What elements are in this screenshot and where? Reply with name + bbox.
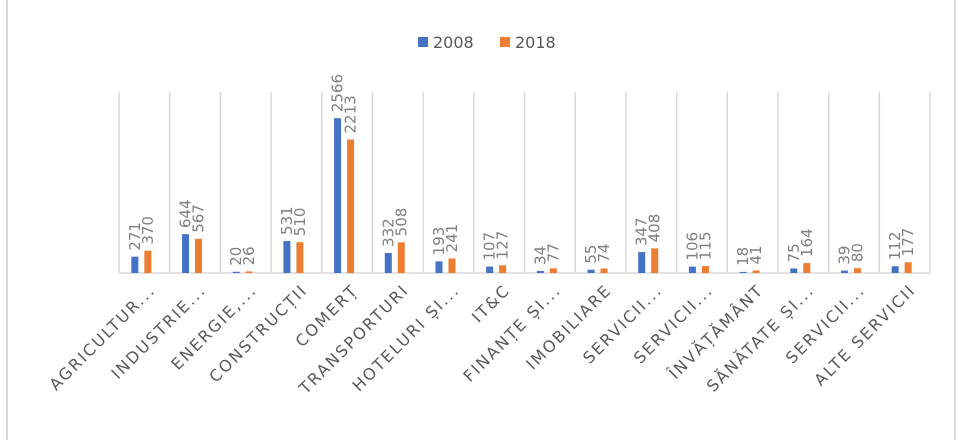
data-label-2018: 74 [595, 243, 613, 262]
data-label-2008: 332 [379, 218, 397, 247]
data-label-2008: 39 [835, 246, 853, 265]
bar-2018 [752, 270, 760, 273]
legend-label-2018: 2018 [515, 33, 556, 52]
bar-2008 [435, 261, 443, 273]
bar-2008 [384, 252, 392, 273]
data-label-2008: 347 [633, 217, 651, 246]
data-label-2008: 2566 [329, 74, 347, 112]
data-label-2018: 127 [494, 231, 512, 260]
category-label: INDUSTRIE... [107, 280, 209, 382]
bar-2008 [232, 271, 240, 273]
legend-swatch-2018 [500, 37, 510, 47]
data-label-2008: 644 [177, 200, 195, 229]
bar-2018 [600, 268, 608, 273]
bar-2018 [853, 268, 861, 273]
bar-2008 [587, 269, 595, 273]
bar-2018 [144, 250, 152, 273]
bar-2018 [347, 139, 355, 273]
category-label: IT&C [468, 280, 514, 326]
bar-2018 [448, 258, 456, 273]
data-label-2018: 41 [747, 245, 765, 264]
data-label-2008: 112 [886, 232, 904, 261]
bar-2018 [904, 262, 912, 273]
data-label-2008: 18 [734, 247, 752, 266]
bar-2008 [486, 266, 494, 273]
bar-2008 [182, 234, 190, 273]
data-label-2008: 107 [481, 232, 499, 261]
bar-2018 [701, 266, 709, 273]
bar-2008 [283, 240, 291, 273]
data-label-2018: 80 [848, 243, 866, 262]
bar-2008 [840, 270, 848, 273]
bar-2018 [245, 271, 253, 273]
bar-2018 [195, 238, 203, 273]
bar-2018 [296, 242, 304, 273]
data-label-2018: 508 [392, 208, 410, 237]
data-label-2008: 75 [785, 243, 803, 262]
bar-2018 [397, 242, 405, 273]
data-label-2018: 370 [139, 216, 157, 245]
data-label-2018: 510 [291, 208, 309, 237]
data-label-2018: 408 [646, 214, 664, 243]
data-label-2008: 193 [430, 227, 448, 256]
data-label-2008: 20 [227, 247, 245, 266]
data-label-2018: 567 [190, 204, 208, 233]
legend-swatch-2008 [418, 37, 428, 47]
bar-2018 [803, 263, 811, 273]
bar-2008 [688, 266, 696, 273]
grid-lines [118, 92, 931, 274]
data-label-2018: 2213 [342, 95, 360, 133]
data-label-2008: 106 [683, 232, 701, 261]
data-label-2008: 55 [582, 245, 600, 264]
data-label-2018: 26 [240, 246, 258, 265]
bar-2008 [638, 252, 646, 273]
bar-2008 [131, 256, 139, 273]
chart-frame [6, 0, 956, 440]
legend: 2008 2018 [418, 33, 556, 52]
bar-2018 [499, 265, 507, 273]
category-labels: AGRICULTUR...INDUSTRIE...ENERGIE,...CONS… [45, 280, 919, 398]
bar-2008 [739, 271, 747, 273]
data-label-2008: 531 [278, 206, 296, 235]
data-label-2018: 177 [899, 228, 917, 257]
legend-label-2008: 2008 [433, 33, 474, 52]
data-label-2018: 115 [696, 231, 714, 260]
bar-2008 [891, 266, 899, 273]
bar-2008 [536, 270, 544, 273]
data-label-2018: 77 [544, 243, 562, 262]
bars [131, 118, 912, 274]
bar-2008 [790, 268, 798, 273]
bar-2018 [651, 248, 659, 273]
data-label-2018: 164 [798, 228, 816, 257]
data-label-2018: 241 [443, 224, 461, 253]
bar-2008 [334, 118, 342, 274]
bar-2018 [549, 268, 557, 273]
data-label-2008: 271 [126, 222, 144, 251]
data-label-2008: 34 [531, 246, 549, 265]
